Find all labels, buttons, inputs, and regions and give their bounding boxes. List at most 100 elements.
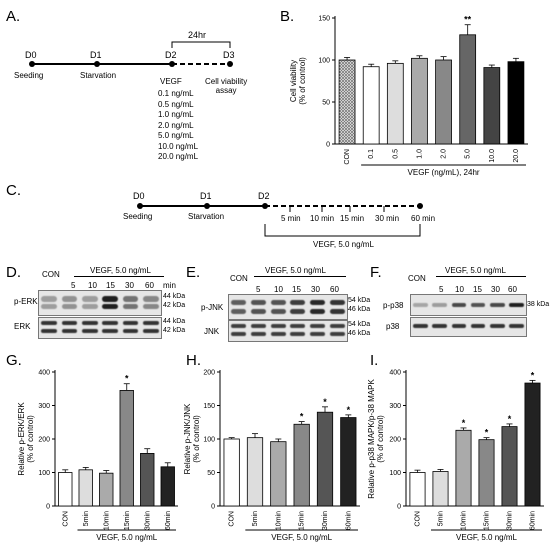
y-tick-label: 0 <box>397 504 401 511</box>
blot-band <box>41 321 57 326</box>
blot-band <box>270 299 286 306</box>
vegf-title: VEGF <box>160 77 182 86</box>
blot-band <box>413 302 428 307</box>
blot-band <box>451 302 467 307</box>
blot-bracket-d <box>74 276 164 277</box>
blot-band <box>290 308 306 315</box>
y-tick-label: 400 <box>389 370 401 377</box>
blot-band <box>509 324 524 329</box>
blot-band <box>122 321 139 326</box>
blot-band <box>122 304 139 310</box>
blot-band <box>329 332 345 337</box>
starvation-label-a: Starvation <box>80 71 117 80</box>
blot-time: 10 <box>88 281 97 290</box>
category-label: 30min <box>507 511 514 530</box>
bar <box>524 382 541 507</box>
y-tick-label: 50 <box>207 470 215 477</box>
blot-band <box>310 324 325 329</box>
blot-bracket-f <box>436 276 526 277</box>
vegf-dose-list: 0.1 ng/mL 0.5 ng/mL 1.0 ng/mL 2.0 ng/mL … <box>158 89 198 163</box>
y-tick-label: 100 <box>203 437 215 444</box>
starvation-label-c: Starvation <box>188 212 225 221</box>
blot-band <box>143 296 159 302</box>
dose-item: 2.0 ng/mL <box>158 120 194 130</box>
blot-band <box>231 332 247 337</box>
dose-item: 20.0 ng/mL <box>158 152 199 161</box>
y-tick-label: 0 <box>46 504 50 511</box>
kda-label: 46 kDa <box>348 330 371 337</box>
bar <box>478 439 495 507</box>
blot-band <box>82 296 98 302</box>
blot-time: 30 <box>311 285 320 294</box>
significance-mark: * <box>300 412 304 422</box>
x-axis-label: VEGF, 5.0 ng/mL <box>456 533 517 542</box>
blot-band <box>102 296 118 302</box>
blot-band <box>143 304 159 310</box>
kda-label: 54 kDa <box>348 321 371 328</box>
blot-band <box>470 302 486 307</box>
category-label: 1.0 <box>416 149 423 159</box>
category-label: 0.1 <box>368 149 375 159</box>
y-tick-label: 0 <box>326 142 330 149</box>
blot-band <box>231 299 247 306</box>
blot-band <box>470 324 486 329</box>
category-label: 10.0 <box>489 149 496 163</box>
blot-band <box>251 308 266 315</box>
blot-label-pjnk: p-JNK <box>201 303 224 312</box>
blot-label-p38: p38 <box>386 322 400 331</box>
panel-label-h: H. <box>186 352 201 369</box>
significance-mark: * <box>347 405 351 415</box>
bar <box>78 469 93 507</box>
panel-label-a: A. <box>6 8 21 25</box>
blot-band <box>61 329 78 334</box>
bar <box>58 472 73 507</box>
blot-band <box>413 324 428 329</box>
blot-time: 15 <box>106 281 115 290</box>
y-axis-label: (% of control) <box>298 57 307 105</box>
blot-time: 60 <box>145 281 154 290</box>
treatment-label-c: VEGF, 5.0 ng/mL <box>313 240 374 249</box>
blot-band <box>329 324 345 329</box>
blot-treatment-label-e: VEGF, 5.0 ng/mL <box>265 266 326 275</box>
kda-label: 46 kDa <box>348 306 371 313</box>
blot-band <box>41 329 57 334</box>
category-label: 10min <box>275 511 282 530</box>
day-d3-a: D3 <box>223 50 235 60</box>
blot-con-label-f: CON <box>408 274 426 283</box>
category-label: CON <box>229 511 236 527</box>
dose-item: 1.0 ng/mL <box>158 110 194 119</box>
category-label: 5min <box>83 511 90 526</box>
y-tick-label: 0 <box>211 504 215 511</box>
blot-band <box>432 324 448 329</box>
category-label: CON <box>415 511 422 527</box>
blot-band <box>41 304 57 310</box>
blot-band <box>310 308 325 315</box>
time-label: 30 min <box>375 214 400 223</box>
bar <box>99 472 114 507</box>
blot-bracket-e <box>254 276 346 277</box>
time-label: 5 min <box>281 214 301 223</box>
x-axis-label: VEGF (ng/mL), 24hr <box>408 168 480 177</box>
blot-band <box>102 304 118 310</box>
blot-con-label-e: CON <box>230 274 248 283</box>
blot-band <box>102 329 118 334</box>
seeding-label-c: Seeding <box>123 212 153 221</box>
bar <box>409 472 426 507</box>
blot-band <box>143 329 159 334</box>
kda-label: 38 kDa <box>527 301 550 308</box>
blot-time: 60 <box>508 285 517 294</box>
blot-band <box>61 304 78 310</box>
chart-i-pp38: 0 100 200 300 400 CON 5min * 10min * 15min * 30min * 6… <box>367 370 544 542</box>
blot-min: min <box>163 281 176 290</box>
y-axis-label: (% of control) <box>192 415 201 463</box>
blot-band <box>82 329 98 334</box>
y-tick-label: 400 <box>38 370 50 377</box>
blot-band <box>489 302 505 307</box>
blot-image-pp38 <box>410 294 527 316</box>
significance-mark: * <box>462 418 466 428</box>
y-axis-label: Relative p-p38 MAPK/p-38 MAPK <box>367 379 376 499</box>
blot-band <box>61 296 78 302</box>
blot-label-perk: p-ERK <box>14 297 38 306</box>
y-tick-label: 100 <box>318 58 330 65</box>
time-label: 60 min <box>411 214 436 223</box>
